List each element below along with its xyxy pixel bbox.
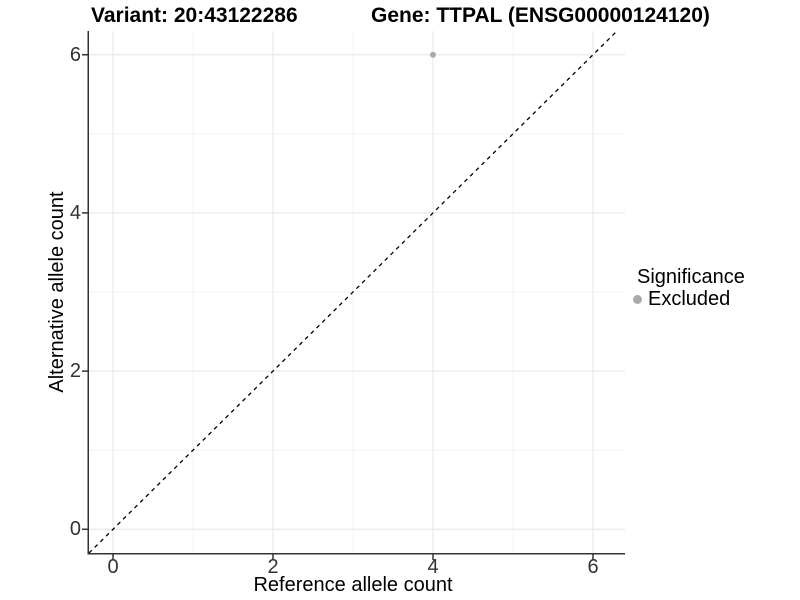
x-tick-label: 4	[427, 556, 439, 578]
legend-label: Excluded	[648, 288, 731, 310]
x-tick-label: 6	[587, 556, 599, 578]
legend-point-icon	[633, 294, 642, 304]
y-axis-title: Alternative allele count	[46, 191, 68, 393]
identity-line	[88, 30, 618, 554]
y-tick-label: 0	[69, 518, 81, 541]
legend-title: Significance	[637, 266, 745, 288]
variant-title: Variant: 20:43122286	[91, 4, 298, 27]
x-tick-label: 0	[107, 556, 119, 578]
gene-title: Gene: TTPAL (ENSG00000124120)	[371, 4, 710, 27]
legend-item: Excluded	[628, 289, 745, 309]
y-tick-label: 6	[69, 43, 81, 66]
data-point	[430, 51, 436, 58]
y-tick-label: 4	[69, 201, 81, 224]
y-tick-label: 2	[69, 360, 81, 383]
legend-item-list: Excluded	[628, 289, 745, 309]
x-tick-label: 2	[267, 556, 279, 578]
legend: Significance Excluded	[628, 266, 745, 309]
x-axis-title: Reference allele count	[253, 574, 453, 596]
